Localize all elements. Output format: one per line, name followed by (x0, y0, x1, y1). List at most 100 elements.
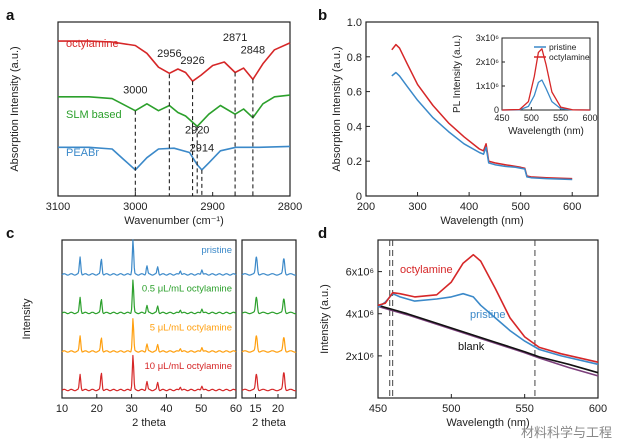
panel-b-inset-ylabel: PL Intensity (a.u.) (452, 35, 463, 113)
panel-b-frame (365, 21, 599, 197)
panel-b-inset-frame (501, 37, 591, 111)
panel-c-right-xtick-label: 20 (272, 403, 284, 415)
panel-c-xtick-label: 20 (91, 403, 103, 415)
panel-a-annotation-label: 2848 (241, 44, 265, 56)
panel-c-right-series-line (241, 296, 297, 315)
panel-c-series-label: 0.5 μL/mL octylamine (142, 284, 232, 295)
panel-b-inset-ytick-label: 3x10⁶ (476, 33, 500, 43)
panel-b-xtick-label: 200 (357, 201, 375, 213)
panel-c-series-label: pristine (201, 245, 232, 256)
panel-d-series-label: blank (458, 341, 485, 353)
panel-b-inset-series-line (501, 48, 591, 111)
panel-c-frame (61, 239, 237, 399)
panel-b-ytick-label: 0 (356, 191, 362, 203)
panel-c-series-line (61, 239, 237, 276)
panel-b-ylabel: Absorption Intensity (a.u.) (331, 46, 343, 171)
panel-label-d: d (318, 225, 327, 242)
panel-b-inset-series-line (501, 79, 591, 111)
panel-a-xtick-label: 2800 (278, 201, 302, 213)
panel-c: 10 20 30 40 50 60 15 20 2 theta 2 theta Intensity p… (21, 239, 297, 429)
panel-d-ylabel: Intensity (a.u.) (319, 284, 331, 354)
panel-a-annotation-label: 2956 (157, 48, 181, 60)
panel-c-right-series-line (241, 372, 297, 392)
panel-c-xtick-label: 60 (230, 403, 242, 415)
panel-c-right-xlabel: 2 theta (252, 417, 287, 429)
panel-a-series-line (58, 94, 291, 128)
panel-label-b: b (318, 7, 327, 24)
panel-a-series-label: PEABr (66, 147, 99, 159)
panel-d-series-line (377, 305, 599, 377)
panel-b-ytick-label: 0.4 (347, 121, 362, 133)
panel-d-xtick-label: 450 (369, 403, 387, 415)
panel-c-series-line (61, 354, 237, 392)
panel-b-inset-ytick-label: 0 (494, 105, 499, 115)
panel-a-annotation-label: 2871 (223, 32, 247, 44)
panel-b-inset-xtick-label: 500 (524, 113, 539, 123)
panel-c-series-line (61, 318, 237, 353)
panel-d-xlabel: Wavelength (nm) (446, 417, 529, 429)
panel-d-series-label: pristine (470, 309, 505, 321)
panel-c-right-series-line (241, 256, 297, 276)
panel-b-inset-legend-label: octylamine (549, 52, 590, 62)
panel-label-a: a (6, 7, 15, 24)
panel-c-right-xtick-label: 15 (249, 403, 261, 415)
panel-d-xtick-label: 550 (515, 403, 533, 415)
panel-d-series-label: octylamine (400, 264, 453, 276)
panel-d-ytick-label: 2x10⁶ (346, 351, 374, 363)
watermark: 材料科学与工程 (520, 426, 612, 441)
panel-a-series-line (58, 145, 291, 171)
panel-c-series-line (61, 279, 237, 315)
panel-b-xtick-label: 300 (408, 201, 426, 213)
panel-a: 3100 3000 2900 2800 Wavenumber (cm⁻¹) Absorpt… (9, 21, 302, 227)
panel-a-annotation-label: 2926 (180, 55, 204, 67)
panel-c-right-frame (241, 239, 297, 399)
panel-b-ytick-label: 0.8 (347, 52, 362, 64)
panel-d-xtick-label: 500 (442, 403, 460, 415)
panel-b-xlabel: Wavelength (nm) (440, 215, 523, 227)
panel-b-inset-xlabel: Wavelength (nm) (508, 126, 584, 137)
panel-a-series-label: SLM based (66, 109, 122, 121)
panel-b-xtick-label: 500 (511, 201, 529, 213)
panel-b-ytick-label: 1.0 (347, 17, 362, 29)
panel-b-xtick-label: 400 (460, 201, 478, 213)
panel-d-ytick-label: 4x10⁶ (346, 309, 374, 321)
panel-c-xtick-label: 50 (195, 403, 207, 415)
panel-c-ylabel: Intensity (21, 298, 33, 339)
panel-b-inset-legend-label: pristine (549, 42, 577, 52)
panel-d-frame (377, 239, 599, 399)
panel-b-ytick-label: 0.6 (347, 87, 362, 99)
panel-b-inset-xtick-label: 550 (553, 113, 568, 123)
panel-d-ytick-label: 6x10⁶ (346, 267, 374, 279)
panel-b-inset-ytick-label: 2x10⁶ (476, 57, 500, 67)
panel-c-xtick-label: 10 (56, 403, 68, 415)
panel-label-c: c (6, 225, 14, 242)
panel-b-ytick-label: 0.2 (347, 156, 362, 168)
panel-b-inset-xtick-label: 600 (582, 113, 597, 123)
panel-b-xtick-label: 600 (563, 201, 581, 213)
panel-c-xtick-label: 40 (160, 403, 172, 415)
panel-d-series-line (377, 304, 599, 374)
panel-b-inset-ytick-label: 1x10⁶ (476, 81, 500, 91)
panel-b-inset-xtick-label: 450 (494, 113, 509, 123)
panel-b: 200 300 400 500 600 0 0.2 0.4 0.6 0.8 1.0 Wavelengt… (331, 17, 599, 227)
panel-a-xlabel: Wavenumber (cm⁻¹) (124, 215, 224, 227)
panel-a-annotation-label: 3000 (123, 84, 147, 96)
panel-b-series-line (391, 71, 573, 181)
panel-d-series-line (377, 292, 599, 366)
panel-d-xtick-label: 600 (589, 403, 607, 415)
panel-c-series-label: 5 μL/mL octylamine (150, 322, 232, 333)
panel-a-ylabel: Absorption Intensity (a.u.) (9, 46, 21, 171)
panel-a-xtick-label: 3000 (123, 201, 147, 213)
panel-a-annotation-label: 2920 (185, 124, 209, 136)
panel-a-annotation-label: 2914 (190, 143, 214, 155)
panel-d-series-line (377, 253, 599, 363)
panel-a-series-label: octylamine (66, 38, 119, 50)
panel-c-xlabel: 2 theta (132, 417, 167, 429)
panel-a-xtick-label: 3100 (46, 201, 70, 213)
panel-c-xtick-label: 30 (125, 403, 137, 415)
panel-a-frame (57, 21, 291, 197)
panel-c-series-label: 10 μL/mL octylamine (145, 361, 233, 372)
panel-a-xtick-label: 2900 (200, 201, 224, 213)
panel-c-right-series-line (241, 335, 297, 353)
